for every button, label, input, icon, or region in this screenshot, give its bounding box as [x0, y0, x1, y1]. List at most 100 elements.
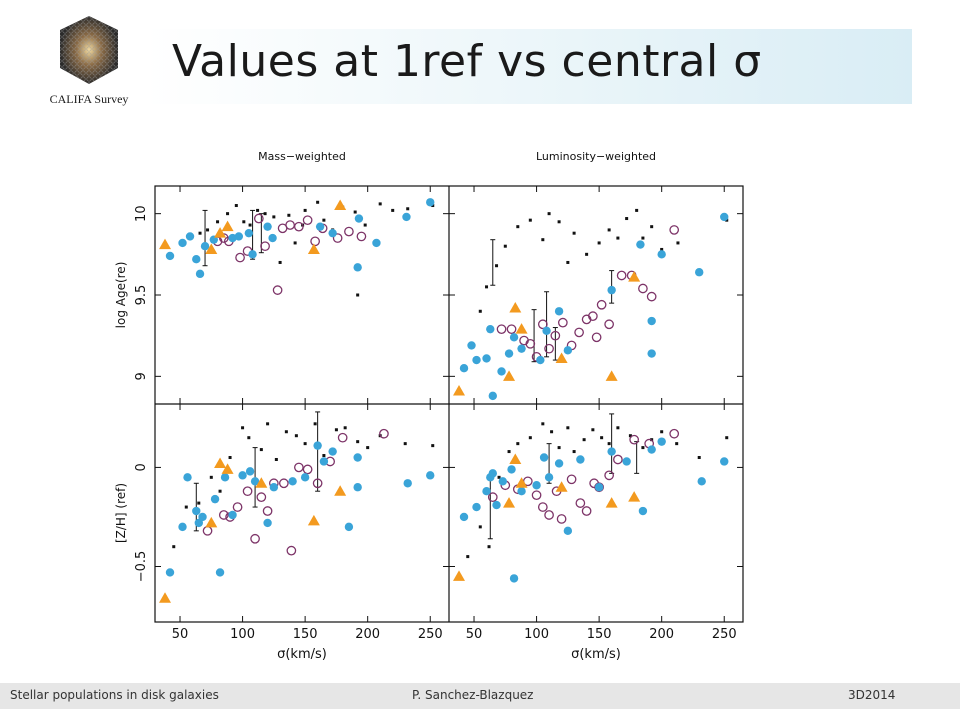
open-circle-point — [531, 490, 542, 501]
open-circle-point — [556, 514, 567, 524]
triangle-point — [503, 370, 516, 381]
small-point — [625, 217, 629, 221]
small-point — [547, 212, 551, 216]
filled-circle-point — [220, 473, 230, 482]
slide-title: Values at 1ref vs central σ — [172, 36, 762, 87]
small-point — [466, 555, 470, 559]
filled-circle-point — [472, 355, 481, 365]
small-point — [272, 215, 276, 219]
open-circle-point — [242, 486, 253, 497]
open-circle-point — [302, 464, 313, 475]
footer-left: Stellar populations in disk galaxies — [10, 688, 219, 702]
triangle-point — [255, 477, 268, 488]
triangle-point — [605, 370, 618, 381]
filled-circle-point — [234, 232, 244, 241]
x-tick-label: 200 — [355, 627, 380, 642]
open-circle-point — [669, 225, 680, 235]
small-point — [572, 231, 576, 235]
open-circle-point — [544, 343, 554, 354]
small-point — [628, 434, 632, 438]
filled-circle-point — [244, 228, 254, 238]
open-circle-point — [638, 283, 648, 294]
triangle-point — [628, 271, 641, 282]
filled-circle-point — [263, 518, 272, 528]
triangle-point — [555, 352, 568, 363]
filled-circle-point — [517, 344, 526, 353]
open-circle-point — [537, 502, 548, 512]
small-point — [635, 208, 639, 212]
x-tick-label: 50 — [172, 627, 189, 642]
open-circle-point — [356, 231, 367, 242]
califa-logo — [60, 16, 118, 84]
triangle-point — [221, 220, 234, 232]
triangle-point — [221, 463, 234, 474]
small-point — [516, 442, 520, 446]
small-point — [528, 218, 532, 222]
small-point — [313, 422, 317, 426]
small-point — [241, 426, 245, 430]
open-circle-point — [337, 432, 348, 443]
filled-circle-point — [165, 568, 175, 577]
triangle-point — [515, 477, 528, 488]
triangle-point — [214, 227, 227, 238]
filled-circle-point — [544, 473, 554, 482]
filled-circle-point — [488, 391, 497, 401]
small-point — [660, 247, 664, 251]
filled-circle-point — [497, 367, 506, 376]
open-circle-point — [591, 332, 602, 343]
small-point — [478, 309, 482, 313]
open-circle-point — [575, 498, 586, 508]
open-circle-point — [506, 324, 517, 335]
small-point — [406, 207, 410, 211]
small-point — [274, 457, 278, 461]
x-tick-label: 150 — [293, 627, 318, 642]
filled-circle-point — [402, 212, 411, 222]
filled-circle-point — [192, 255, 201, 264]
triangle-point — [205, 516, 218, 528]
small-point — [572, 450, 576, 454]
open-circle-point — [487, 492, 498, 502]
small-point — [528, 436, 532, 440]
triangle-point — [159, 238, 172, 250]
filled-circle-point — [509, 333, 519, 342]
triangle-point — [205, 243, 218, 254]
small-point — [284, 430, 288, 434]
small-point — [287, 213, 291, 217]
small-point — [294, 434, 298, 438]
small-point — [198, 231, 202, 235]
triangle-point — [509, 302, 522, 313]
small-point — [197, 501, 201, 505]
small-point — [676, 241, 680, 245]
filled-circle-point — [539, 453, 549, 462]
open-circle-point — [379, 428, 389, 439]
title-bar — [145, 29, 912, 104]
open-circle-point — [588, 311, 598, 321]
small-point — [641, 236, 645, 240]
open-circle-point — [537, 319, 548, 330]
open-circle-point — [581, 506, 592, 516]
filled-circle-point — [482, 487, 491, 496]
open-circle-point — [250, 533, 260, 544]
small-point — [343, 426, 347, 430]
small-point — [597, 241, 601, 245]
triangle-point — [453, 384, 466, 396]
small-point — [259, 448, 263, 452]
small-point — [600, 436, 604, 440]
filled-circle-point — [248, 250, 257, 259]
small-point — [206, 228, 210, 232]
small-point — [278, 260, 282, 264]
small-point — [334, 428, 338, 432]
open-circle-point — [202, 525, 213, 536]
filled-circle-point — [563, 526, 573, 536]
small-point — [234, 204, 238, 208]
filled-circle-point — [517, 487, 526, 496]
small-point — [266, 422, 270, 426]
small-point — [391, 208, 395, 212]
filled-circle-point — [504, 349, 514, 358]
filled-circle-point — [178, 238, 187, 248]
filled-circle-point — [328, 447, 337, 456]
small-point — [487, 545, 491, 549]
filled-circle-point — [647, 316, 656, 326]
filled-circle-point — [268, 233, 277, 243]
triangle-point — [307, 514, 320, 526]
